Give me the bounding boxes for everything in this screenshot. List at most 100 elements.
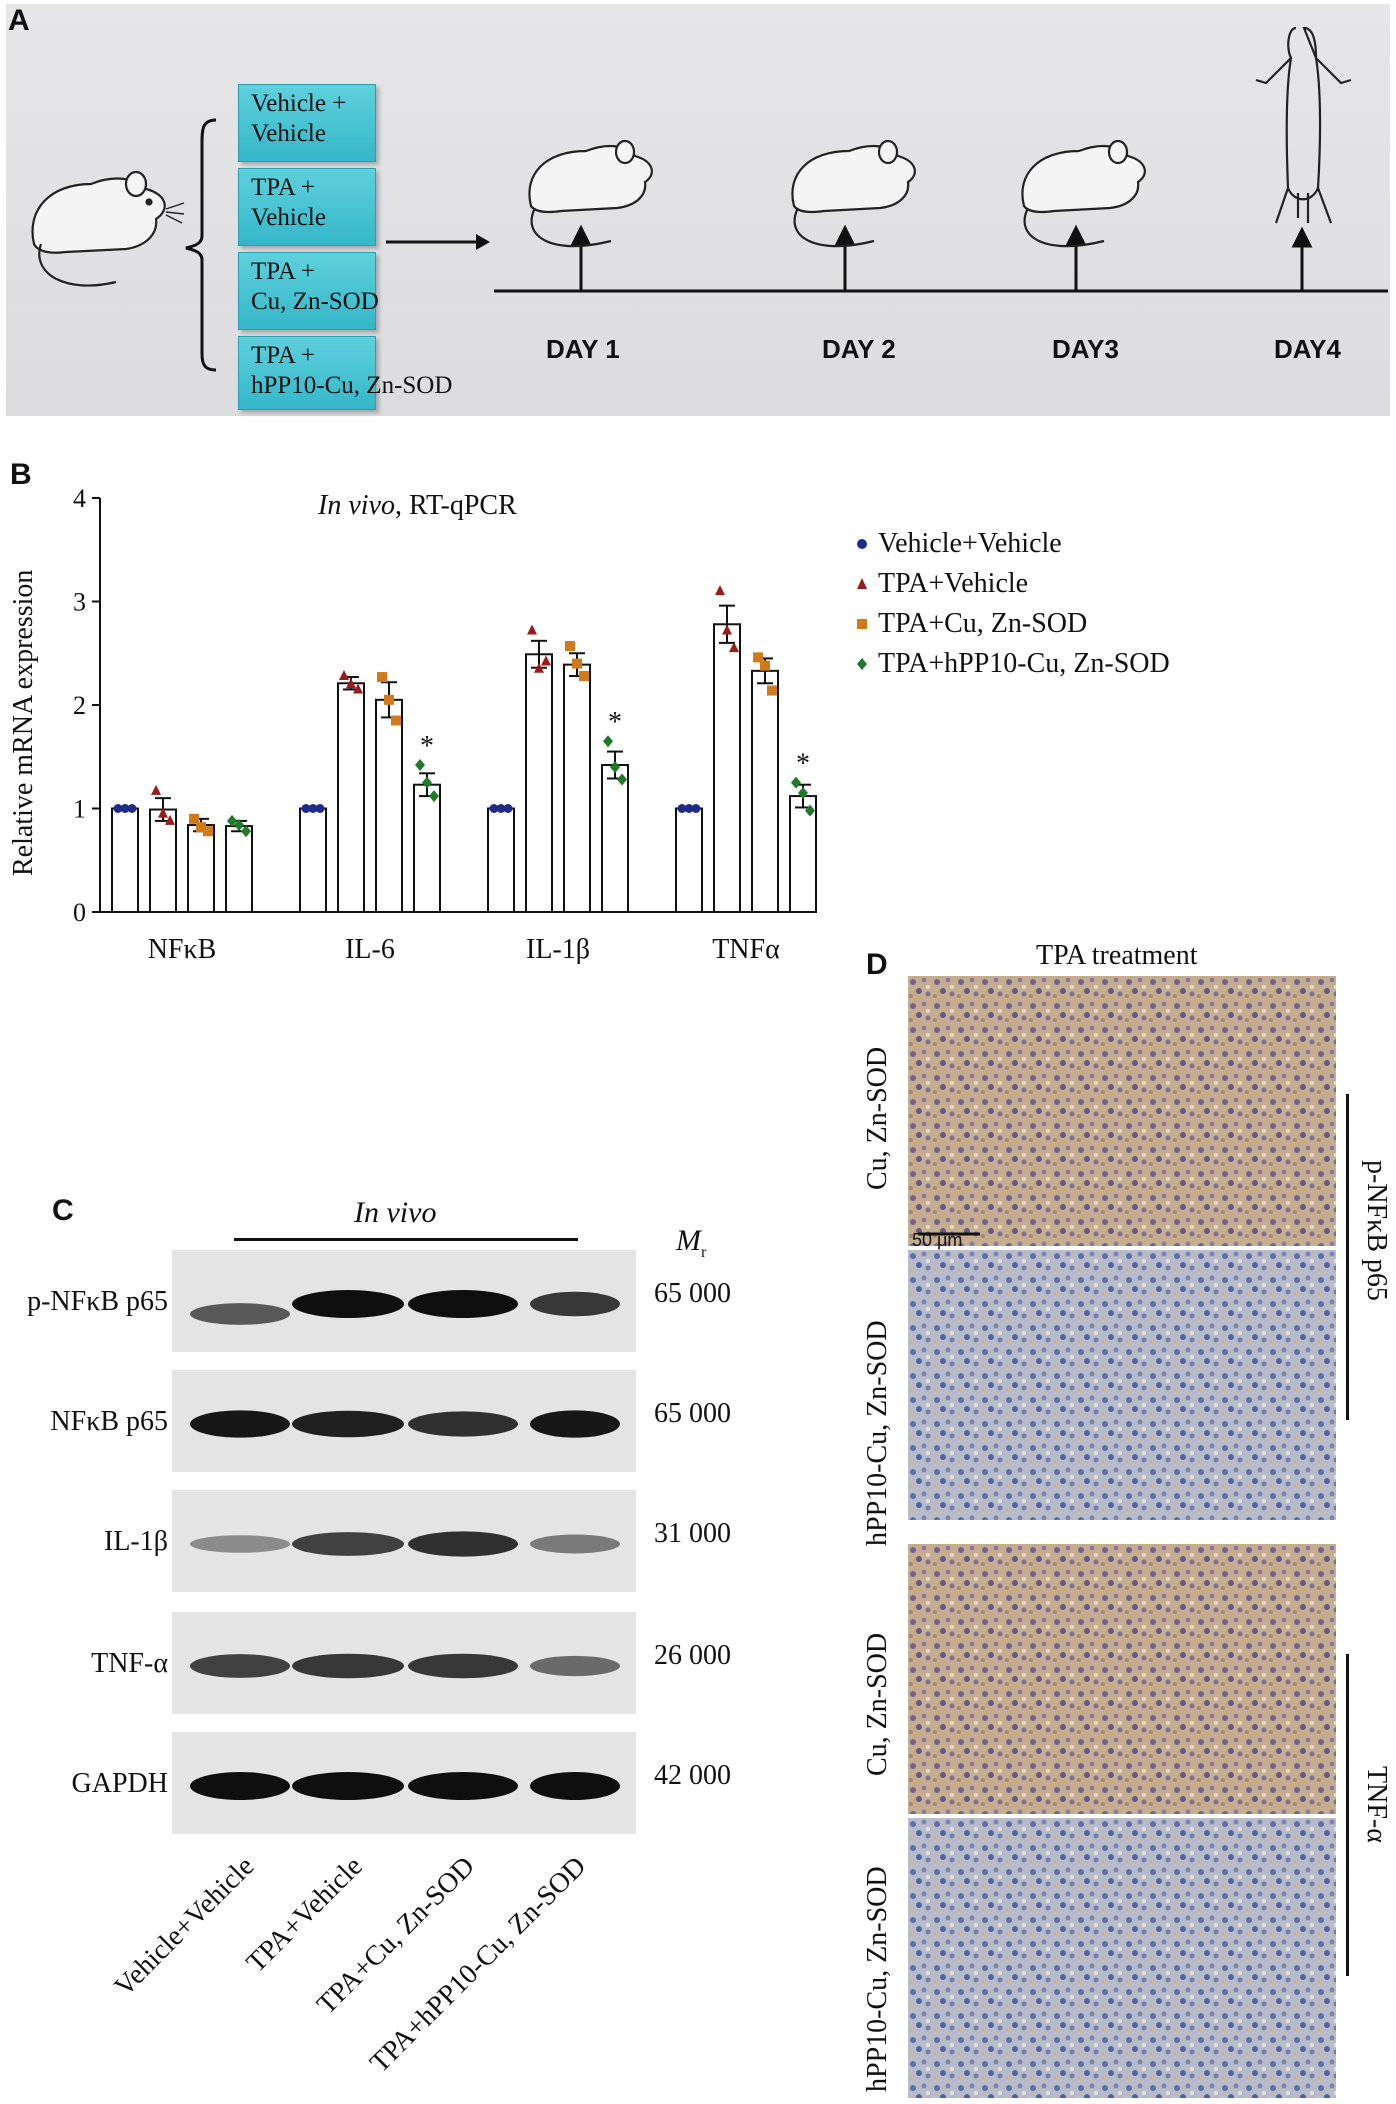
scale-bar-label: 50 μm <box>912 1230 963 1250</box>
blot-band <box>190 1410 290 1438</box>
group-3-line1: TPA + <box>251 258 315 285</box>
data-point <box>158 807 168 818</box>
ihc-image-pnfkb-cu <box>908 976 1336 1246</box>
group-box-4: TPA + hPP10-Cu, Zn-SOD <box>238 336 452 410</box>
mouse-icon <box>1021 139 1146 248</box>
day-label-2: DAY 2 <box>822 334 896 364</box>
data-point <box>415 759 425 772</box>
chart-title-rest: , RT-qPCR <box>394 490 517 521</box>
blot-strip <box>172 1732 636 1834</box>
data-point <box>753 652 763 663</box>
data-point <box>429 790 439 803</box>
ihc-texture-brown <box>908 976 1336 1246</box>
blot-band <box>292 1290 404 1318</box>
legend-label: TPA+Cu, Zn-SOD <box>878 608 1088 639</box>
blot-band <box>190 1654 290 1678</box>
legend-marker-circle <box>857 539 867 549</box>
data-point <box>798 786 808 799</box>
data-point <box>189 813 199 824</box>
x-tick-label: NFκB <box>148 934 217 965</box>
data-point <box>377 672 387 683</box>
y-tick-label: 1 <box>73 795 86 824</box>
panel-letter-c: C <box>52 1194 74 1227</box>
data-point <box>241 825 251 838</box>
blot-lane-label: TPA+hPP10-Cu, Zn-SOD <box>364 1850 593 2079</box>
data-point <box>503 804 513 813</box>
blot-band <box>292 1532 404 1556</box>
blot-strip <box>172 1490 636 1592</box>
pinned-mouse-icon <box>1255 26 1352 224</box>
legend-marker-square <box>857 619 867 629</box>
blot-band <box>530 1291 620 1317</box>
blot-band <box>190 1772 290 1800</box>
marker-label-pnfkb: p-NFκB p65 <box>1361 1160 1392 1301</box>
bar <box>413 783 441 914</box>
blot-band <box>190 1303 290 1325</box>
blot-band <box>408 1411 518 1437</box>
legend-item: TPA+hPP10-Cu, Zn-SOD <box>852 644 1170 684</box>
data-point <box>165 814 175 825</box>
data-point <box>527 624 537 635</box>
ihc-row-label: Cu, Zn-SOD <box>862 1632 893 1776</box>
data-point <box>579 671 589 682</box>
marker-bracket-line <box>1346 1654 1349 1976</box>
data-point <box>496 804 506 813</box>
blot-molecular-weight: 65 000 <box>654 1278 731 1309</box>
y-tick-label: 2 <box>73 691 86 720</box>
bar <box>375 698 403 913</box>
group-2-line1: TPA + <box>251 174 315 201</box>
group-3-line2: Cu, Zn-SOD <box>251 288 379 315</box>
data-point <box>308 804 318 813</box>
bar <box>225 825 253 913</box>
blot-band <box>408 1772 518 1800</box>
ihc-image-tnf-cu <box>908 1544 1336 1814</box>
legend-item: TPA+Cu, Zn-SOD <box>852 604 1170 644</box>
x-tick-label: IL-6 <box>345 934 395 965</box>
mouse-icon <box>31 170 185 287</box>
data-point <box>722 624 732 635</box>
data-point <box>684 804 694 813</box>
group-1-line1: Vehicle + <box>251 90 347 117</box>
blot-row-label: GAPDH <box>71 1768 168 1799</box>
day-label-1: DAY 1 <box>546 334 620 364</box>
blot-lane-label: Vehicle+Vehicle <box>108 1850 261 2003</box>
blot-band <box>530 1410 620 1438</box>
ihc-image-tnf-hpp10 <box>908 1818 1336 2098</box>
bar <box>487 807 515 913</box>
x-tick-label: TNFα <box>712 934 780 965</box>
panel-letter-a: A <box>8 4 30 37</box>
legend-label: TPA+Vehicle <box>878 568 1029 599</box>
significance-asterisk: * <box>608 707 622 738</box>
blot-band <box>408 1653 518 1679</box>
blot-strip-image <box>190 1290 620 1325</box>
legend-item: Vehicle+Vehicle <box>852 524 1170 564</box>
bar <box>299 807 327 913</box>
marker-label-tnf: TNF-α <box>1361 1766 1392 1843</box>
x-tick-label: IL-1β <box>526 934 590 965</box>
legend-item: TPA+Vehicle <box>852 564 1170 604</box>
bar <box>149 808 177 913</box>
data-point <box>729 642 739 653</box>
bar <box>751 669 779 913</box>
bar <box>563 663 591 913</box>
chart-title-italic: In vivo <box>318 490 395 521</box>
ihc-row-label: hPP10-Cu, Zn-SOD <box>862 1320 893 1546</box>
ihc-title: TPA treatment <box>1036 940 1198 971</box>
ihc-image-pnfkb-hpp10 <box>908 1250 1336 1520</box>
significance-asterisk: * <box>796 749 810 780</box>
data-point <box>534 662 544 673</box>
data-point <box>422 776 432 789</box>
data-point <box>315 804 325 813</box>
data-point <box>489 804 499 813</box>
blot-row-label: p-NFκB p65 <box>27 1286 168 1317</box>
data-point <box>384 694 394 705</box>
data-point <box>760 660 770 671</box>
data-point <box>691 804 701 813</box>
marker-bracket-line <box>1346 1094 1349 1420</box>
blot-strip <box>172 1370 636 1472</box>
bar <box>675 807 703 913</box>
blot-band <box>292 1772 404 1800</box>
mr-header-m: M <box>676 1224 701 1257</box>
data-point <box>572 658 582 669</box>
ihc-row-label: hPP10-Cu, Zn-SOD <box>862 1866 893 2092</box>
